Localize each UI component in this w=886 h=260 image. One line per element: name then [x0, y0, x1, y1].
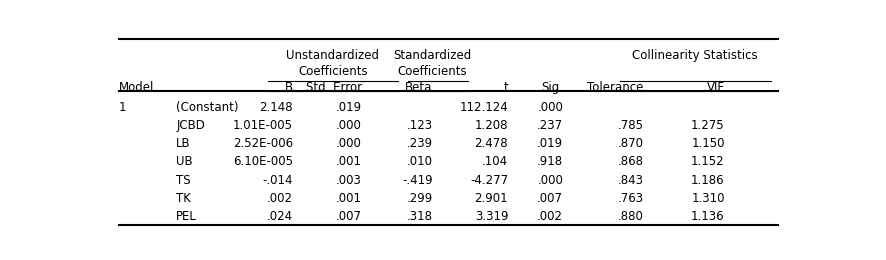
Text: .000: .000	[537, 101, 563, 114]
Text: Model: Model	[119, 81, 154, 94]
Text: 1.208: 1.208	[474, 119, 508, 132]
Text: .019: .019	[335, 101, 361, 114]
Text: Tolerance: Tolerance	[587, 81, 643, 94]
Text: -.014: -.014	[262, 174, 292, 187]
Text: .002: .002	[537, 210, 563, 223]
Text: Beta: Beta	[405, 81, 432, 94]
Text: .104: .104	[481, 155, 508, 168]
Text: -4.277: -4.277	[470, 174, 508, 187]
Text: Collinearity Statistics: Collinearity Statistics	[631, 49, 757, 62]
Text: .019: .019	[536, 137, 563, 150]
Text: t: t	[503, 81, 508, 94]
Text: 112.124: 112.124	[459, 101, 508, 114]
Text: 2.148: 2.148	[259, 101, 292, 114]
Text: Unstandardized: Unstandardized	[286, 49, 379, 62]
Text: .001: .001	[336, 192, 361, 205]
Text: Std. Error: Std. Error	[306, 81, 361, 94]
Text: .001: .001	[336, 155, 361, 168]
Text: .318: .318	[406, 210, 432, 223]
Text: JCBD: JCBD	[176, 119, 205, 132]
Text: LB: LB	[176, 137, 190, 150]
Text: TK: TK	[176, 192, 190, 205]
Text: 2.901: 2.901	[474, 192, 508, 205]
Text: B: B	[284, 81, 292, 94]
Text: Coefficients: Coefficients	[298, 65, 368, 78]
Text: .003: .003	[336, 174, 361, 187]
Text: (Constant): (Constant)	[176, 101, 238, 114]
Text: 1.150: 1.150	[690, 137, 724, 150]
Text: 2.52E-006: 2.52E-006	[233, 137, 292, 150]
Text: PEL: PEL	[176, 210, 197, 223]
Text: .000: .000	[336, 137, 361, 150]
Text: .763: .763	[617, 192, 643, 205]
Text: .870: .870	[617, 137, 643, 150]
Text: .880: .880	[617, 210, 643, 223]
Text: .002: .002	[267, 192, 292, 205]
Text: 1.136: 1.136	[690, 210, 724, 223]
Text: .239: .239	[406, 137, 432, 150]
Text: 1.01E-005: 1.01E-005	[233, 119, 292, 132]
Text: Sig.: Sig.	[540, 81, 563, 94]
Text: UB: UB	[176, 155, 192, 168]
Text: .843: .843	[617, 174, 643, 187]
Text: .299: .299	[406, 192, 432, 205]
Text: .007: .007	[336, 210, 361, 223]
Text: .918: .918	[536, 155, 563, 168]
Text: Coefficients: Coefficients	[397, 65, 467, 78]
Text: .000: .000	[336, 119, 361, 132]
Text: 3.319: 3.319	[474, 210, 508, 223]
Text: Standardized: Standardized	[393, 49, 471, 62]
Text: .000: .000	[537, 174, 563, 187]
Text: 1.152: 1.152	[690, 155, 724, 168]
Text: .123: .123	[406, 119, 432, 132]
Text: .024: .024	[267, 210, 292, 223]
Text: -.419: -.419	[401, 174, 432, 187]
Text: 1: 1	[119, 101, 127, 114]
Text: 2.478: 2.478	[474, 137, 508, 150]
Text: .237: .237	[536, 119, 563, 132]
Text: 1.186: 1.186	[690, 174, 724, 187]
Text: .868: .868	[617, 155, 643, 168]
Text: .007: .007	[537, 192, 563, 205]
Text: 1.310: 1.310	[690, 192, 724, 205]
Text: .785: .785	[617, 119, 643, 132]
Text: 6.10E-005: 6.10E-005	[233, 155, 292, 168]
Text: TS: TS	[176, 174, 190, 187]
Text: .010: .010	[406, 155, 432, 168]
Text: VIF: VIF	[706, 81, 724, 94]
Text: 1.275: 1.275	[690, 119, 724, 132]
